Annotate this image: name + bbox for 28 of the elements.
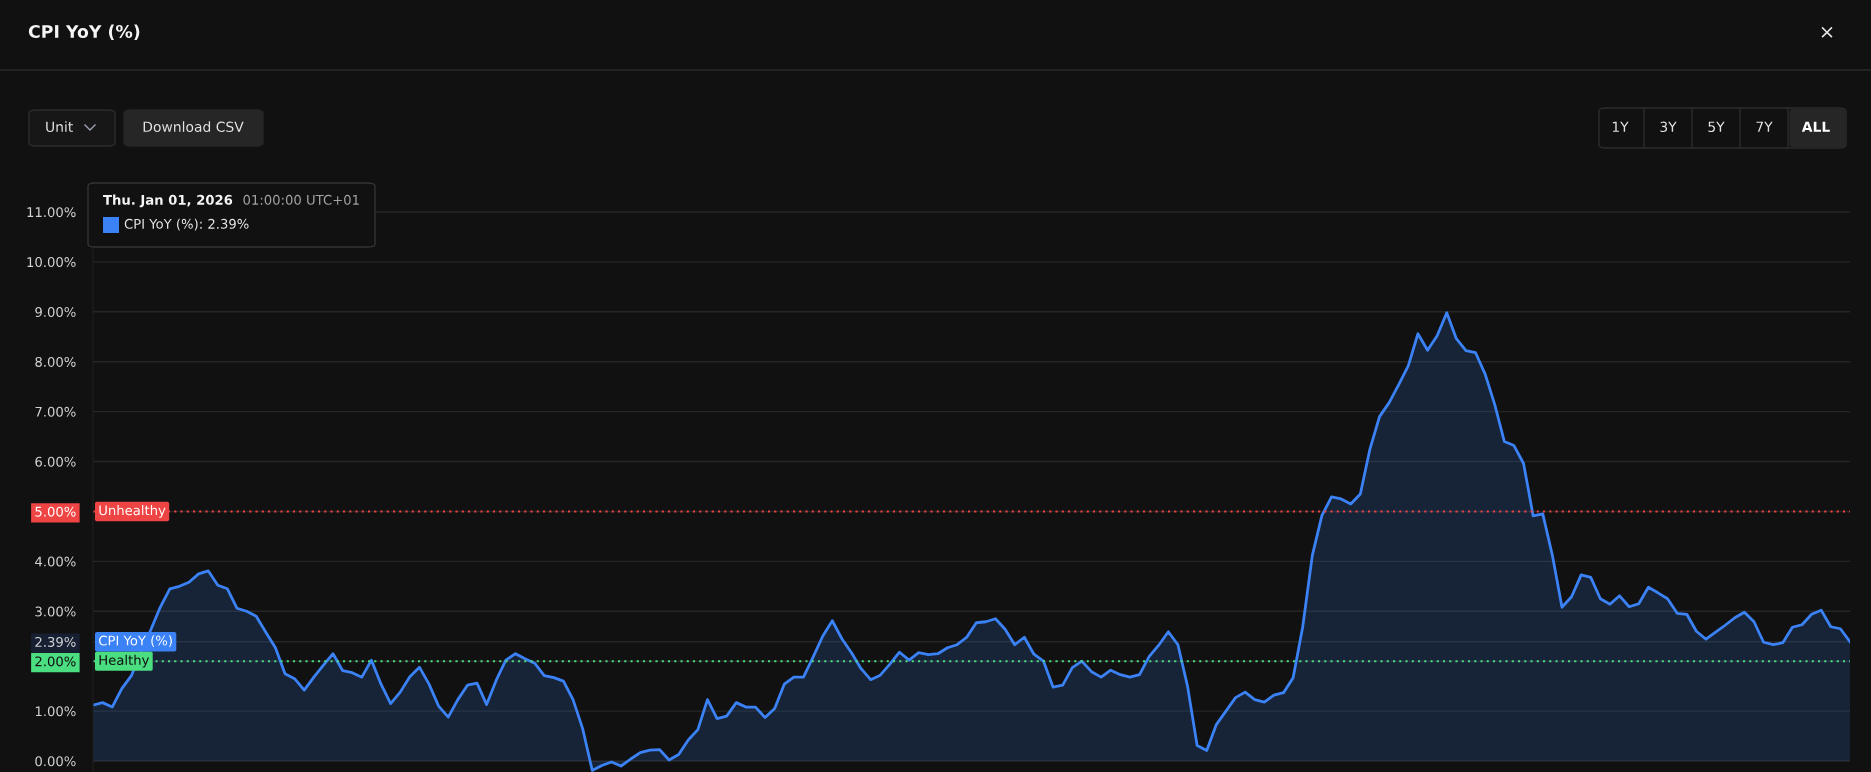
y-tick-label: 2.39% <box>35 636 76 647</box>
text: 5Y <box>1708 121 1725 133</box>
y-tick-label: 0.00% <box>35 756 76 767</box>
annotation: CPI YoY (%): 2.39% <box>124 218 249 231</box>
y-tick-label: 6.00% <box>35 456 76 467</box>
text: 3Y <box>1660 121 1677 133</box>
text: 1Y <box>1612 121 1629 132</box>
ref-line-label: Unhealthy <box>99 505 166 518</box>
y-tick-label: 11.00% <box>27 207 76 218</box>
ref-line-label: Healthy <box>99 654 150 668</box>
y-tick-label: 7.00% <box>35 406 76 417</box>
text: 7Y <box>1756 121 1773 132</box>
y-tick-label: 1.00% <box>35 706 76 717</box>
text: Download CSV <box>143 121 244 133</box>
text: ALL <box>1801 121 1830 132</box>
y-tick-label: 4.00% <box>35 556 76 567</box>
text: × <box>1821 26 1833 38</box>
annotation: Thu. Jan 01, 2026 <box>103 194 233 208</box>
y-tick-label: 8.00% <box>35 356 76 367</box>
legend-label: CPI YoY (%) <box>99 635 172 648</box>
y-tick-label: 5.00% <box>35 506 76 517</box>
y-tick-label: 2.00% <box>35 656 76 667</box>
chart-title: CPI YoY (%) <box>28 24 140 41</box>
annotation: 01:00:00 UTC+01 <box>243 194 359 205</box>
text: Unit <box>46 121 73 133</box>
y-tick-label: 3.00% <box>35 606 76 617</box>
y-tick-label: 9.00% <box>35 307 76 317</box>
y-tick-label: 10.00% <box>27 257 76 268</box>
